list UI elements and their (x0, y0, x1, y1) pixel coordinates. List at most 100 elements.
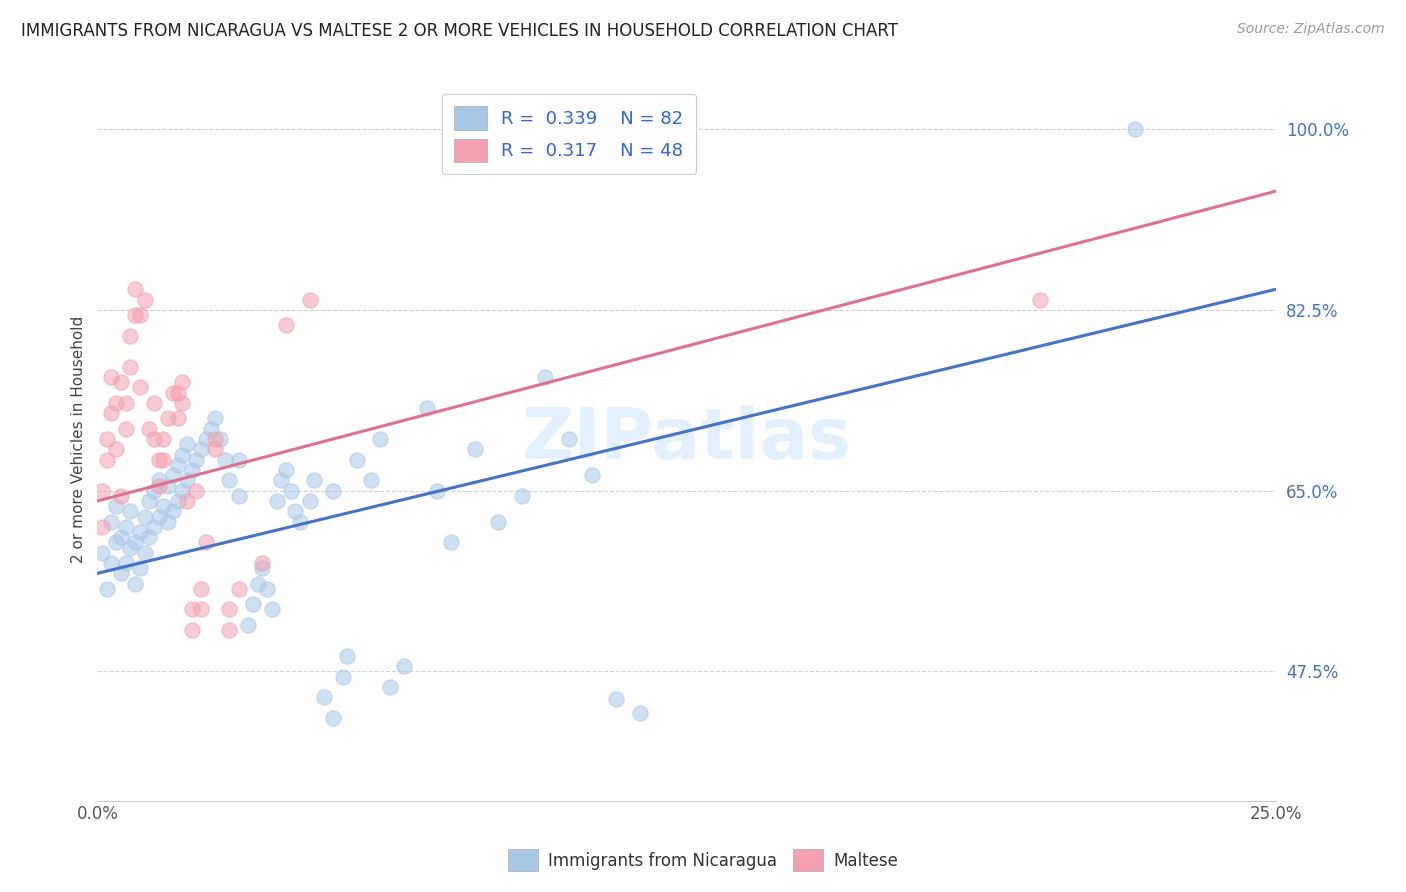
Point (180, 602, 202, 616)
Point (96, 432, 118, 446)
Point (180, 623, 202, 637)
Point (96, 452, 118, 467)
Legend: Immigrants from Nicaragua, Maltese: Immigrants from Nicaragua, Maltese (499, 841, 907, 880)
Point (134, 293, 156, 307)
Point (368, 432, 391, 446)
Point (228, 452, 250, 467)
Point (166, 494, 188, 508)
Point (91, 483, 114, 498)
Point (157, 478, 180, 492)
Point (280, 483, 302, 498)
Point (100, 370, 122, 384)
Point (152, 452, 174, 467)
Point (242, 597, 264, 611)
Point (172, 375, 194, 389)
Point (194, 432, 217, 446)
Point (110, 375, 132, 389)
Point (302, 474, 325, 488)
Point (105, 499, 128, 513)
Point (204, 411, 226, 425)
Point (148, 478, 170, 492)
Point (100, 556, 122, 570)
Point (464, 442, 486, 457)
Point (284, 504, 307, 518)
Point (218, 623, 240, 637)
Point (218, 474, 240, 488)
Point (162, 504, 184, 518)
Point (166, 411, 188, 425)
Point (110, 489, 132, 503)
Point (134, 509, 156, 524)
Point (486, 515, 509, 529)
Point (440, 535, 463, 549)
Point (252, 561, 274, 575)
Point (204, 442, 226, 457)
Point (256, 582, 278, 596)
Point (628, 706, 651, 720)
Point (91, 520, 114, 534)
Text: IMMIGRANTS FROM NICARAGUA VS MALTESE 2 OR MORE VEHICLES IN HOUSEHOLD CORRELATION: IMMIGRANTS FROM NICARAGUA VS MALTESE 2 O… (21, 22, 898, 40)
Point (392, 659, 415, 673)
Point (288, 515, 311, 529)
Point (120, 328, 142, 343)
Point (166, 385, 188, 400)
Point (190, 582, 212, 596)
Point (605, 692, 627, 706)
Point (114, 556, 136, 570)
Point (172, 396, 194, 410)
Point (124, 282, 146, 296)
Point (105, 442, 128, 457)
Point (172, 483, 194, 498)
Point (162, 385, 184, 400)
Point (218, 602, 240, 616)
Point (166, 458, 188, 472)
Point (180, 463, 202, 477)
Point (274, 318, 297, 333)
Point (194, 535, 217, 549)
Y-axis label: 2 or more Vehicles in Household: 2 or more Vehicles in Household (72, 316, 86, 563)
Point (110, 530, 132, 544)
Point (190, 602, 212, 616)
Point (190, 442, 212, 457)
Point (176, 437, 198, 451)
Point (510, 489, 533, 503)
Point (336, 648, 359, 663)
Point (124, 308, 146, 322)
Point (148, 452, 170, 467)
Point (120, 504, 142, 518)
Point (246, 576, 269, 591)
Point (172, 448, 194, 462)
Point (322, 711, 344, 725)
Point (105, 535, 128, 549)
Point (162, 468, 184, 483)
Point (360, 474, 382, 488)
Point (298, 494, 321, 508)
Point (110, 566, 132, 581)
Point (114, 520, 136, 534)
Point (100, 406, 122, 420)
Point (260, 602, 283, 616)
Point (426, 483, 449, 498)
Point (91, 546, 114, 560)
Point (186, 483, 208, 498)
Point (138, 494, 160, 508)
Point (128, 561, 150, 575)
Point (157, 411, 180, 425)
Point (270, 474, 292, 488)
Point (378, 680, 401, 694)
Point (228, 582, 250, 596)
Point (128, 380, 150, 394)
Point (138, 530, 160, 544)
Point (322, 483, 344, 498)
Point (252, 556, 274, 570)
Point (152, 499, 174, 513)
Point (148, 509, 170, 524)
Point (298, 293, 321, 307)
Point (186, 452, 208, 467)
Point (96, 582, 118, 596)
Point (120, 359, 142, 374)
Point (157, 515, 180, 529)
Point (312, 690, 335, 705)
Point (142, 520, 165, 534)
Point (142, 396, 165, 410)
